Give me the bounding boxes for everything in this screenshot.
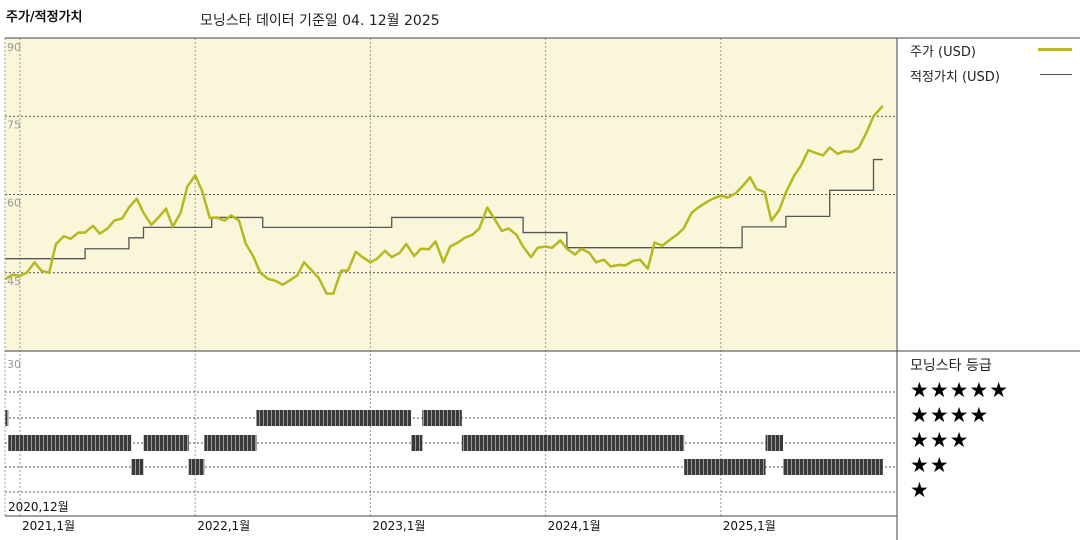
x-tick-label: 2021,1월 xyxy=(22,519,75,533)
legend-price-label: 주가 (USD) xyxy=(910,45,976,60)
rating-bar-4-star xyxy=(5,410,9,426)
rating-bar-3-star xyxy=(143,435,189,451)
rating-bar-3-star xyxy=(204,435,257,451)
rating-legend: ★★★★★ ★★★★ ★★★ ★★ ★ xyxy=(910,378,1009,503)
x-tick-label: 2024,1월 xyxy=(548,519,601,533)
rating-bar-3-star xyxy=(411,435,423,451)
y-tick-label: 90 xyxy=(7,41,21,54)
legend-fair-value-label: 적정가치 (USD) xyxy=(910,70,1000,85)
y-tick-label: 45 xyxy=(7,275,21,288)
rating-bar-2-star xyxy=(188,459,205,475)
rating-y-tick: 30 xyxy=(7,358,21,371)
x-tick-label: 2025,1월 xyxy=(723,519,776,533)
rating-legend-title: 모닝스타 등급 xyxy=(910,358,992,374)
two-star-label: ★★ xyxy=(910,453,950,477)
rating-bar-2-star xyxy=(783,459,883,475)
rating-bar-2-star xyxy=(131,459,144,475)
price-line xyxy=(4,104,884,295)
fair-value-line xyxy=(5,158,883,260)
rating-bar-3-star xyxy=(765,435,784,451)
rating-bar-4-star xyxy=(422,410,462,426)
x-tick-label: 2023,1월 xyxy=(372,519,425,533)
legend-fair-value-swatch xyxy=(1040,74,1072,75)
rating-bar-3-star xyxy=(461,435,685,451)
chart-title: 주가/적정가치 xyxy=(6,10,83,25)
rating-bar-4-star xyxy=(256,410,412,426)
x-tick-label: 2020,12월 xyxy=(8,500,69,514)
five-star-label: ★★★★★ xyxy=(910,378,1010,402)
rating-bar-2-star xyxy=(684,459,766,475)
legend-price-swatch xyxy=(1038,48,1072,51)
data-date-subtitle: 모닝스타 데이터 기준일 04. 12월 2025 xyxy=(200,13,440,29)
rating-bar-3-star xyxy=(8,435,132,451)
y-tick-label: 75 xyxy=(7,118,21,131)
one-star-label: ★ xyxy=(910,478,930,502)
three-star-label: ★★★ xyxy=(910,428,970,452)
x-tick-label: 2022,1월 xyxy=(197,519,250,533)
y-tick-label: 60 xyxy=(7,197,21,210)
four-star-label: ★★★★ xyxy=(910,403,990,427)
